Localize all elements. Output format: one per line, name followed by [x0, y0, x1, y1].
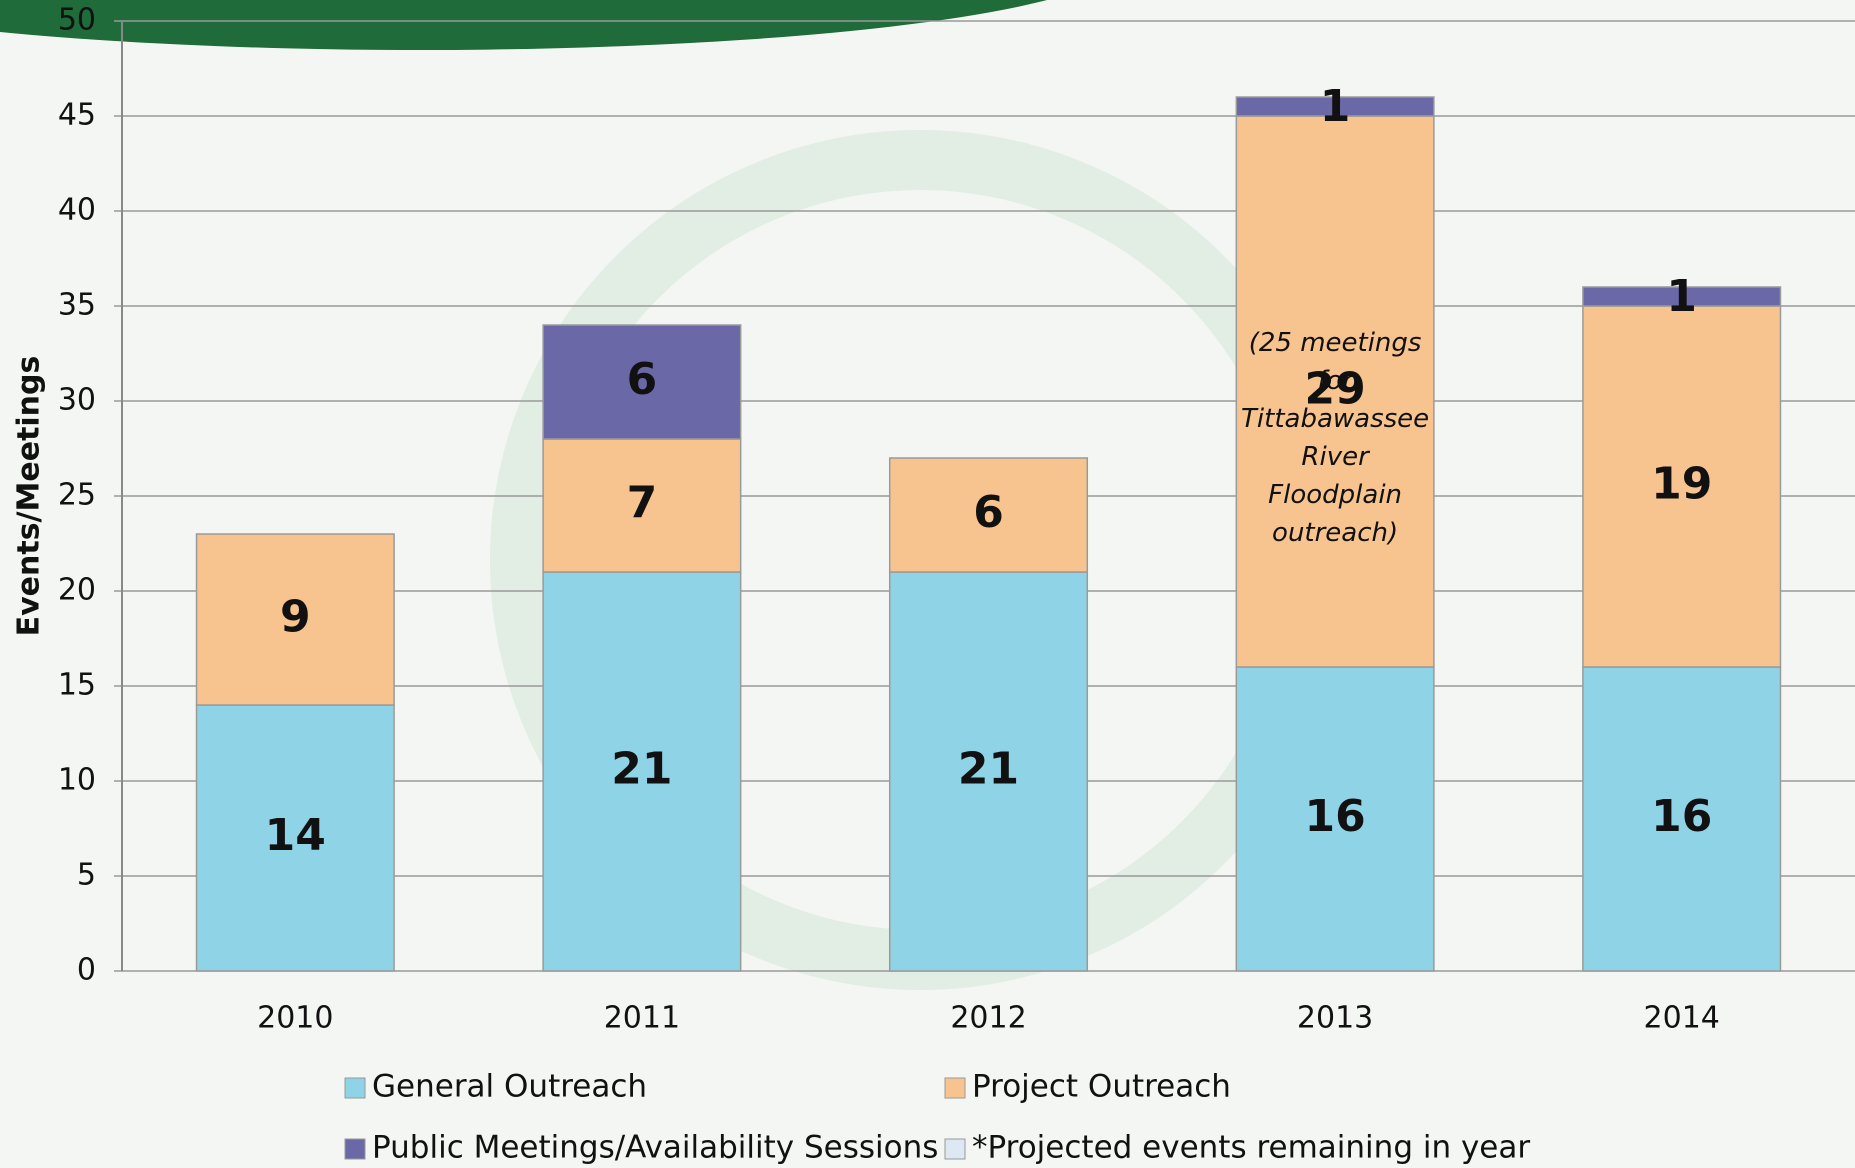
- y-tick-label: 50: [58, 3, 96, 38]
- y-tick-label: 0: [77, 953, 96, 988]
- legend-label: Project Outreach: [972, 1069, 1231, 1105]
- data-label: 21: [611, 744, 672, 795]
- data-label: 16: [1304, 791, 1365, 842]
- y-tick-label: 10: [58, 763, 96, 798]
- x-tick-label: 2011: [604, 1001, 680, 1036]
- legend-swatch: [345, 1078, 365, 1098]
- y-tick-label: 30: [58, 383, 96, 418]
- x-tick-label: 2012: [950, 1001, 1026, 1036]
- data-label: 6: [627, 354, 658, 405]
- page: Events/Meetings 0 5 10 15 20 25 30 35 40 45 50 2010…: [0, 0, 1855, 1168]
- legend-swatch: [345, 1139, 365, 1159]
- annotation: (25 meetings for Tittabawassee River Flo…: [1235, 324, 1435, 552]
- legend-swatch: [945, 1139, 965, 1159]
- data-label: 1: [1666, 271, 1697, 322]
- data-label: 7: [627, 478, 658, 529]
- y-tick-label: 45: [58, 98, 96, 133]
- header-decoration: [0, 0, 1120, 50]
- y-tick-label: 35: [58, 288, 96, 323]
- y-tick-label: 15: [58, 668, 96, 703]
- legend-label: General Outreach: [372, 1069, 647, 1105]
- chart: Events/Meetings 0 5 10 15 20 25 30 35 40 45 50 2010…: [0, 0, 1855, 1168]
- y-tick-label: 20: [58, 573, 96, 608]
- x-tick-label: 2014: [1644, 1001, 1720, 1036]
- data-label: 19: [1651, 459, 1712, 510]
- legend-swatch: [945, 1078, 965, 1098]
- legend-label: Public Meetings/Availability Sessions: [372, 1130, 938, 1166]
- data-label: 14: [265, 810, 326, 861]
- data-label: 1: [1320, 81, 1351, 132]
- y-tick-label: 25: [58, 478, 96, 513]
- y-axis-label: Events/Meetings: [12, 356, 47, 637]
- y-tick-label: 40: [58, 193, 96, 228]
- data-label: 9: [280, 592, 311, 643]
- x-tick-label: 2013: [1297, 1001, 1373, 1036]
- y-tick-label: 5: [77, 858, 96, 893]
- data-label: 21: [958, 744, 1019, 795]
- data-label: 16: [1651, 791, 1712, 842]
- x-tick-label: 2010: [257, 1001, 333, 1036]
- data-label: 6: [973, 487, 1004, 538]
- legend-label: *Projected events remaining in year: [972, 1130, 1530, 1166]
